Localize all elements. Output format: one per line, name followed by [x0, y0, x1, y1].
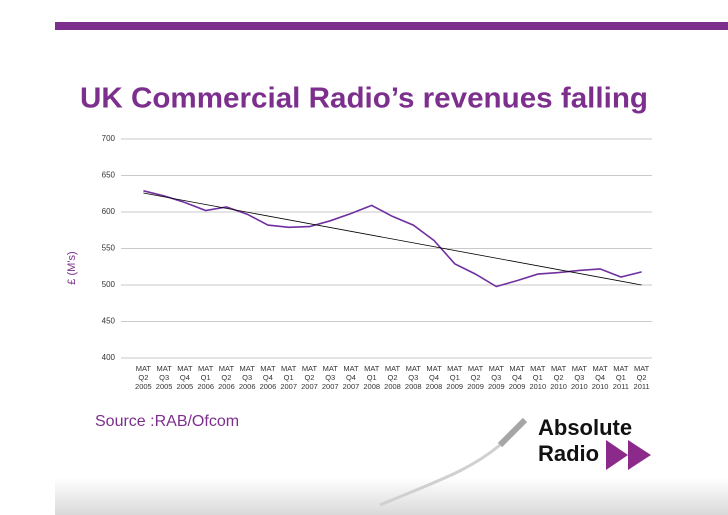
y-axis-label: £ (M’s) [66, 251, 78, 284]
logo-plug [497, 417, 528, 448]
x-tick-label: MAT Q2 2011 [633, 364, 650, 391]
x-tick-label: MAT Q2 2007 [301, 364, 318, 391]
x-tick-label: MAT Q4 2010 [591, 364, 609, 391]
trend-line [143, 192, 642, 286]
x-tick-label: MAT Q2 2006 [218, 364, 235, 391]
x-tick-label: MAT Q4 2006 [259, 364, 277, 391]
x-tick-label: MAT Q2 2008 [384, 364, 401, 391]
x-tick-label: MAT Q3 2007 [321, 364, 339, 391]
x-tick-label: MAT Q3 2006 [238, 364, 256, 391]
logo-cable [379, 443, 501, 507]
x-tick-label: MAT Q1 2006 [197, 364, 214, 391]
y-tick-label: 500 [102, 280, 116, 289]
x-tick-label: MAT Q1 2008 [363, 364, 381, 391]
logo-text: Radio [538, 441, 599, 466]
x-tick-label: MAT Q3 2008 [404, 364, 422, 391]
logo-arrows [606, 440, 651, 470]
top-bar [55, 22, 728, 30]
x-tick-label: MAT Q1 2011 [612, 364, 629, 391]
source-note: Source :RAB/Ofcom [95, 413, 239, 430]
x-tick-label: MAT Q3 2010 [570, 364, 588, 391]
y-tick-label: 400 [102, 353, 116, 362]
y-tick-label: 450 [102, 317, 116, 326]
x-tick-label: MAT Q3 2009 [487, 364, 505, 391]
x-tick-label: MAT Q2 2010 [550, 364, 567, 391]
x-tick-label: MAT Q1 2007 [280, 364, 298, 391]
x-tick-label: MAT Q3 2005 [155, 364, 173, 391]
y-tick-label: 650 [102, 171, 116, 180]
y-tick-label: 550 [102, 244, 116, 253]
x-tick-label: MAT Q4 2009 [508, 364, 526, 391]
footer-band [55, 478, 728, 515]
logo-text: Absolute [538, 415, 632, 440]
y-tick-label: 600 [102, 207, 116, 216]
slide-title: UK Commercial Radio’s revenues falling [80, 83, 648, 115]
x-tick-label: MAT Q4 2008 [425, 364, 443, 391]
x-tick-label: MAT Q4 2007 [342, 364, 360, 391]
y-tick-label: 700 [102, 134, 116, 143]
x-tick-label: MAT Q2 2009 [467, 364, 484, 391]
x-tick-label: MAT Q4 2005 [176, 364, 194, 391]
x-tick-label: MAT Q2 2005 [135, 364, 152, 391]
data-line [143, 190, 642, 288]
x-tick-label: MAT Q1 2009 [446, 364, 464, 391]
x-tick-label: MAT Q1 2010 [529, 364, 547, 391]
